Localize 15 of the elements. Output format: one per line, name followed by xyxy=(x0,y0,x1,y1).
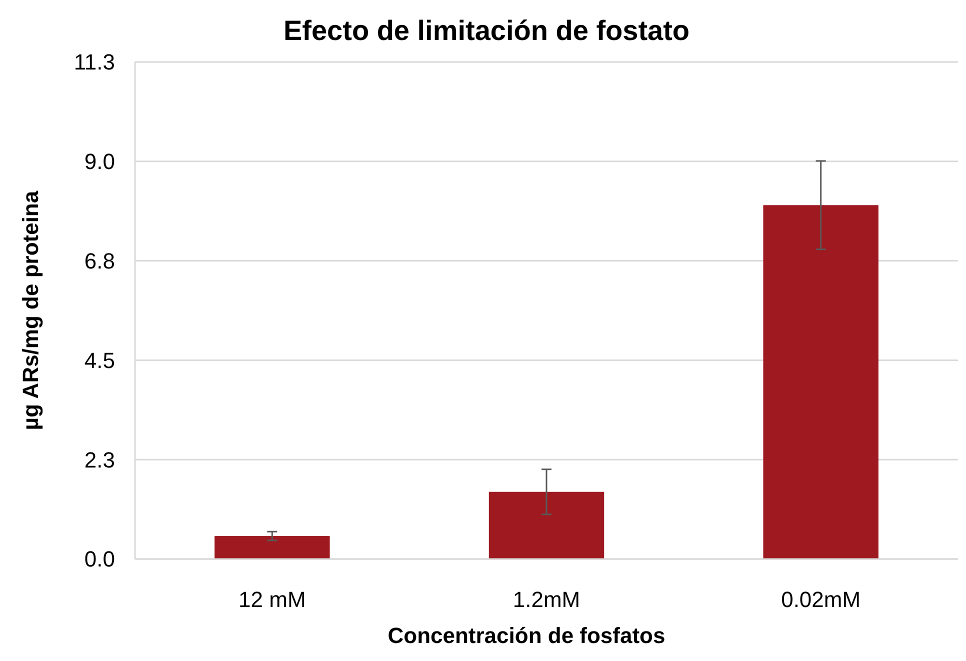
y-tick-label: 6.8 xyxy=(84,248,115,274)
x-axis-title: Concentración de fosfatos xyxy=(388,623,666,648)
y-axis-title: µg ARs/mg de proteina xyxy=(18,190,43,430)
bar xyxy=(763,205,878,559)
bar xyxy=(214,536,330,559)
y-tick-label: 9.0 xyxy=(84,149,115,174)
y-tick-label: 2.3 xyxy=(84,447,115,472)
chart-title: Efecto de limitación de fostato xyxy=(283,15,690,46)
y-tick-label: 11.3 xyxy=(74,50,115,75)
x-tick-label: 1.2mM xyxy=(512,587,580,612)
bar xyxy=(488,492,604,559)
x-tick-label: 0.02mM xyxy=(781,587,861,612)
y-tick-label: 0.0 xyxy=(84,546,115,572)
x-tick-label: 12 mM xyxy=(238,587,306,612)
y-tick-label: 4.5 xyxy=(84,348,115,373)
